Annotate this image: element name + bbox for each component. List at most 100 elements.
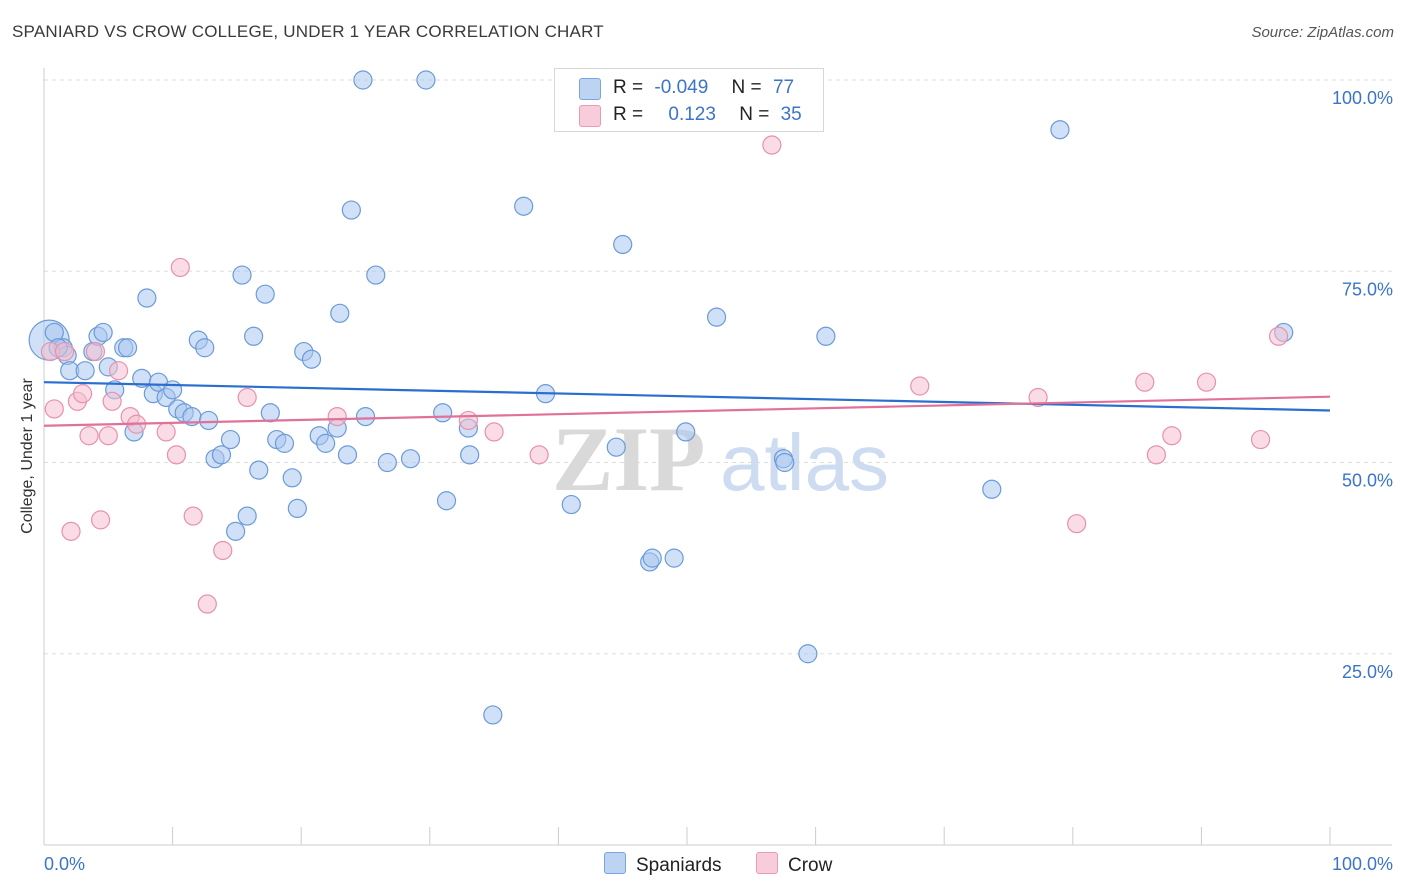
spaniard-point xyxy=(642,548,662,568)
crow-point xyxy=(762,135,782,155)
bottom-legend-label: Spaniards xyxy=(636,855,722,876)
legend-r-value: 0.123 xyxy=(668,104,716,125)
spaniard-point xyxy=(199,410,219,431)
spaniard-point xyxy=(798,644,818,664)
crow-point xyxy=(1135,372,1155,392)
crow-point xyxy=(156,422,176,442)
spaniard-point xyxy=(75,361,95,381)
crow-point xyxy=(197,594,217,614)
spaniard-point xyxy=(706,307,727,327)
watermark-atlas: atlas xyxy=(720,418,889,507)
spaniard-point xyxy=(982,479,1002,499)
source-label: Source: ZipAtlas.com xyxy=(1251,24,1394,41)
legend-n-value: 77 xyxy=(772,77,795,98)
crow-point xyxy=(90,510,111,530)
crow-point xyxy=(327,407,347,427)
spaniards-trend-line xyxy=(43,381,1331,412)
spaniard-point xyxy=(232,265,252,285)
crow-point xyxy=(910,376,930,396)
bottom-legend-swatch-pink xyxy=(756,852,778,874)
y-tick-labels: 25.0% 50.0% 75.0% 100.0% xyxy=(1332,88,1393,682)
spaniard-point xyxy=(260,403,280,423)
spaniard-point xyxy=(676,422,696,442)
bottom-legend-spaniards: Spaniards xyxy=(604,852,722,877)
spaniard-point xyxy=(353,70,373,90)
spaniard-point xyxy=(244,326,264,346)
crow-point xyxy=(529,445,549,465)
crow-point xyxy=(1146,445,1166,465)
spaniard-point xyxy=(163,380,183,400)
spaniard-point xyxy=(249,460,269,480)
crow-trend-line xyxy=(43,395,1331,427)
trend-lines xyxy=(43,381,1331,427)
spaniard-point xyxy=(664,548,684,568)
crow-point xyxy=(170,257,190,278)
spaniard-point xyxy=(274,433,295,453)
crow-point xyxy=(72,384,93,404)
spaniard-point xyxy=(1050,120,1070,140)
spaniard-point xyxy=(613,234,633,255)
spaniard-point xyxy=(117,338,138,358)
crow-point xyxy=(1067,514,1087,534)
spaniard-point xyxy=(514,196,534,216)
crow-point xyxy=(484,422,504,442)
chart-title: SPANIARD VS CROW COLLEGE, UNDER 1 YEAR C… xyxy=(12,22,604,41)
crow-point xyxy=(458,410,478,431)
crow-point xyxy=(213,540,233,561)
spaniard-point xyxy=(366,265,386,285)
spaniard-point xyxy=(606,437,626,457)
bottom-legend-label: Crow xyxy=(788,855,833,876)
data-points xyxy=(28,70,1294,725)
spaniard-point xyxy=(337,445,358,465)
spaniard-point xyxy=(355,407,376,427)
y-tick-label: 50.0% xyxy=(1342,471,1393,491)
crow-point xyxy=(79,426,99,446)
spaniard-point xyxy=(211,445,232,465)
crow-point xyxy=(44,399,64,419)
crow-point xyxy=(183,506,203,526)
y-tick-label: 25.0% xyxy=(1342,662,1393,682)
legend-n-label: N = xyxy=(731,77,762,98)
legend-n-label: N = xyxy=(739,104,770,125)
legend-swatch-pink xyxy=(579,105,601,127)
crow-point xyxy=(102,391,122,411)
spaniard-point xyxy=(377,452,397,473)
bottom-legend-swatch-blue xyxy=(604,852,626,874)
crow-point xyxy=(54,341,75,362)
spaniard-point xyxy=(816,326,836,346)
spaniard-point xyxy=(416,70,436,90)
spaniard-point xyxy=(220,429,241,450)
spaniard-point xyxy=(137,288,157,308)
crow-point xyxy=(61,521,81,541)
crow-point xyxy=(1268,326,1289,346)
spaniard-point xyxy=(301,349,322,369)
y-tick-label: 100.0% xyxy=(1332,88,1393,108)
legend: R = -0.049 N = 77 R = 0.123 N = 35 xyxy=(554,68,824,132)
crow-point xyxy=(237,387,257,408)
crow-point xyxy=(108,361,129,381)
spaniard-point xyxy=(93,322,113,343)
crow-point xyxy=(1196,372,1217,392)
spaniard-point xyxy=(195,338,215,358)
crow-point xyxy=(1028,387,1048,408)
spaniard-point xyxy=(341,200,361,220)
spaniard-point xyxy=(255,284,275,304)
crow-point xyxy=(1162,426,1182,446)
spaniard-point xyxy=(287,498,307,518)
spaniard-point xyxy=(400,449,421,469)
spaniard-point xyxy=(561,494,581,515)
y-tick-label: 75.0% xyxy=(1342,279,1393,299)
spaniard-point xyxy=(483,705,503,725)
legend-r-label: R = xyxy=(613,104,644,125)
crow-point xyxy=(98,426,118,446)
legend-swatch-blue xyxy=(579,78,601,100)
spaniard-point xyxy=(330,303,350,323)
crow-point xyxy=(1250,429,1271,450)
crow-point xyxy=(166,445,187,465)
spaniard-point xyxy=(316,433,336,453)
x-tick-label: 0.0% xyxy=(44,854,85,874)
axes xyxy=(43,68,1392,846)
bottom-legend-crow: Crow xyxy=(756,852,832,877)
spaniard-point xyxy=(226,521,246,541)
